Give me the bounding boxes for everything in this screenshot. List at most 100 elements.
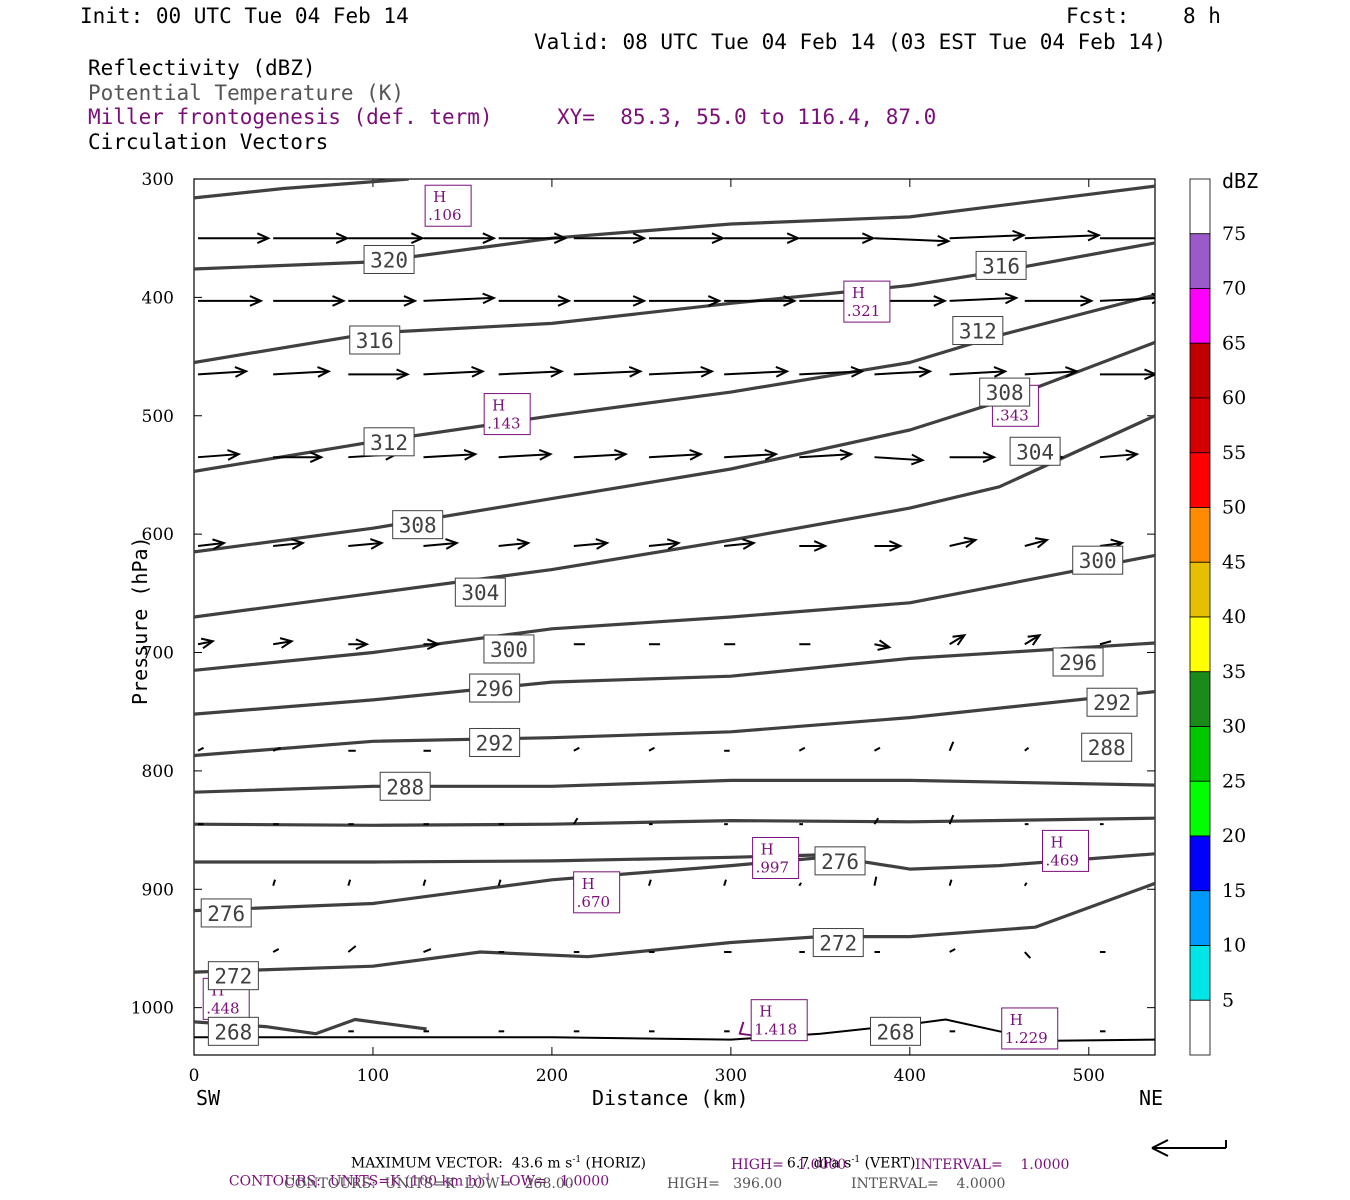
max-vector-vert: 6.7 dPa s (786, 1155, 852, 1172)
frontogenesis-high-letter: H (761, 840, 774, 858)
vector-shaft (949, 234, 1024, 240)
isentrope-284 (194, 816, 1155, 827)
isentrope-272 (194, 881, 1155, 974)
reference-vector-head (1151, 1139, 1169, 1157)
circulation-vector (648, 879, 652, 887)
vector-shaft (423, 453, 476, 459)
circulation-vector (348, 368, 410, 381)
frontogenesis-high: H.321 (843, 280, 891, 323)
isentrope-label: 292 (1086, 687, 1138, 717)
frontogenesis-high-box (1042, 829, 1090, 872)
legend-potential-temperature: Potential Temperature (K) (88, 81, 405, 105)
isentrope-label: 316 (349, 325, 401, 355)
isentrope-label: 268 (207, 1016, 259, 1046)
vector-head (707, 295, 722, 307)
y-tick-label: 600 (142, 525, 174, 545)
vector-head (963, 536, 978, 549)
fronto-contour-high: HIGH= 1.0000 (731, 1157, 847, 1173)
fronto-contour-interval: INTERVAL= 1.0000 (915, 1157, 1070, 1173)
circulation-vector (874, 540, 903, 552)
vector-shaft (498, 370, 562, 376)
frontogenesis-high-value: .106 (428, 206, 461, 224)
circulation-vector (1024, 951, 1032, 959)
isentrope-label: 304 (454, 577, 506, 607)
vector-head (1027, 633, 1042, 646)
vector-head (234, 366, 249, 378)
colorbar-swatch (1189, 726, 1211, 782)
isentrope-label-box (469, 727, 521, 757)
vector-shaft (1024, 951, 1032, 959)
frontogenesis-high: H1.418 (750, 999, 808, 1042)
x-axis-label: Distance (km) (592, 1086, 749, 1110)
frontogenesis-high-letter: H (492, 397, 505, 415)
colorbar-swatch (1189, 945, 1211, 1001)
isentrope-label-box (363, 244, 415, 274)
vector-head (291, 538, 306, 550)
colorbar-label: 70 (1222, 278, 1246, 300)
colorbar-label: 75 (1222, 223, 1246, 245)
vector-head (877, 639, 892, 651)
circulation-vector (1024, 295, 1094, 307)
circulation-vector (573, 365, 643, 378)
colorbar-swatch (1189, 233, 1211, 289)
x-axis: 0 100 200 300 400 500 (189, 179, 1105, 1086)
colorbar-swatch (1189, 999, 1211, 1056)
frontogenesis-high-letter: H (582, 875, 595, 893)
vector-shaft (949, 538, 976, 547)
circulation-vector (949, 229, 1027, 242)
theta-contour-interval: INTERVAL= 4.0000 (851, 1176, 1006, 1192)
forecast-hour: 8 h (1183, 4, 1221, 28)
frontogenesis-high-letter: H (759, 1003, 772, 1021)
isentrope-label-box (975, 250, 1027, 280)
frontogenesis-high: H.106 (424, 184, 472, 227)
circulation-vector (423, 232, 497, 244)
vector-shaft (498, 541, 529, 547)
vector-shaft (197, 541, 225, 547)
vector-shaft (272, 746, 281, 752)
circulation-vector (273, 451, 324, 463)
vector-shaft (423, 296, 494, 302)
max-vector-vert-info: 6.7 dPa s-1 (VERT) (778, 1139, 916, 1172)
circulation-vector (874, 639, 892, 651)
frontogenesis-high-letter: H (433, 188, 446, 206)
colorbar-label: 15 (1222, 880, 1246, 902)
vector-head (550, 366, 564, 378)
isentrope-label: 300 (483, 634, 535, 664)
theta-contour-high: HIGH= 396.00 (667, 1176, 783, 1192)
x-tick-label: 400 (894, 1066, 926, 1086)
isentrope-label-box (1009, 436, 1061, 466)
circulation-vector (423, 366, 486, 378)
colorbar-swatch (1189, 780, 1211, 837)
vector-head (445, 538, 460, 550)
x-tick-label: 300 (715, 1066, 747, 1086)
circulation-vector (723, 879, 727, 887)
circulation-vector (1024, 229, 1102, 242)
vector-head (711, 232, 726, 244)
isentrope-label-box (1072, 545, 1124, 575)
vector-shaft (949, 948, 956, 953)
vector-head (200, 637, 216, 650)
vector-head (861, 232, 876, 244)
vector-head (482, 292, 497, 305)
vector-head (1159, 233, 1170, 243)
vector-shaft (874, 370, 931, 376)
isentrope-labels: 320 316 316 312 312 308 304 308 300 304 300 296 296 2… (200, 244, 1138, 1046)
isentrope-label-text: 268 (214, 1020, 252, 1044)
circulation-vector (1099, 368, 1155, 381)
isentrope-label: 308 (979, 377, 1031, 407)
isentrope-label-box (363, 427, 415, 457)
frontogenesis-contour-info: CONTOURS: UNITS=K (100 km h)-1 LOW= 1.00… (220, 1157, 609, 1190)
circulation-vector (949, 948, 956, 953)
isentrope-label: 312 (952, 316, 1004, 346)
isentrope-label-text: 288 (386, 775, 424, 799)
circulation-vector (198, 295, 264, 307)
circulation-vector (874, 366, 933, 378)
vector-shaft (272, 948, 280, 953)
frontogenesis-high-box (424, 184, 472, 227)
vector-head (1087, 229, 1102, 242)
frontogenesis-high-value: 1.418 (754, 1021, 797, 1039)
vector-shaft (422, 879, 427, 887)
vector-head (764, 449, 779, 461)
vector-shaft (572, 817, 579, 825)
